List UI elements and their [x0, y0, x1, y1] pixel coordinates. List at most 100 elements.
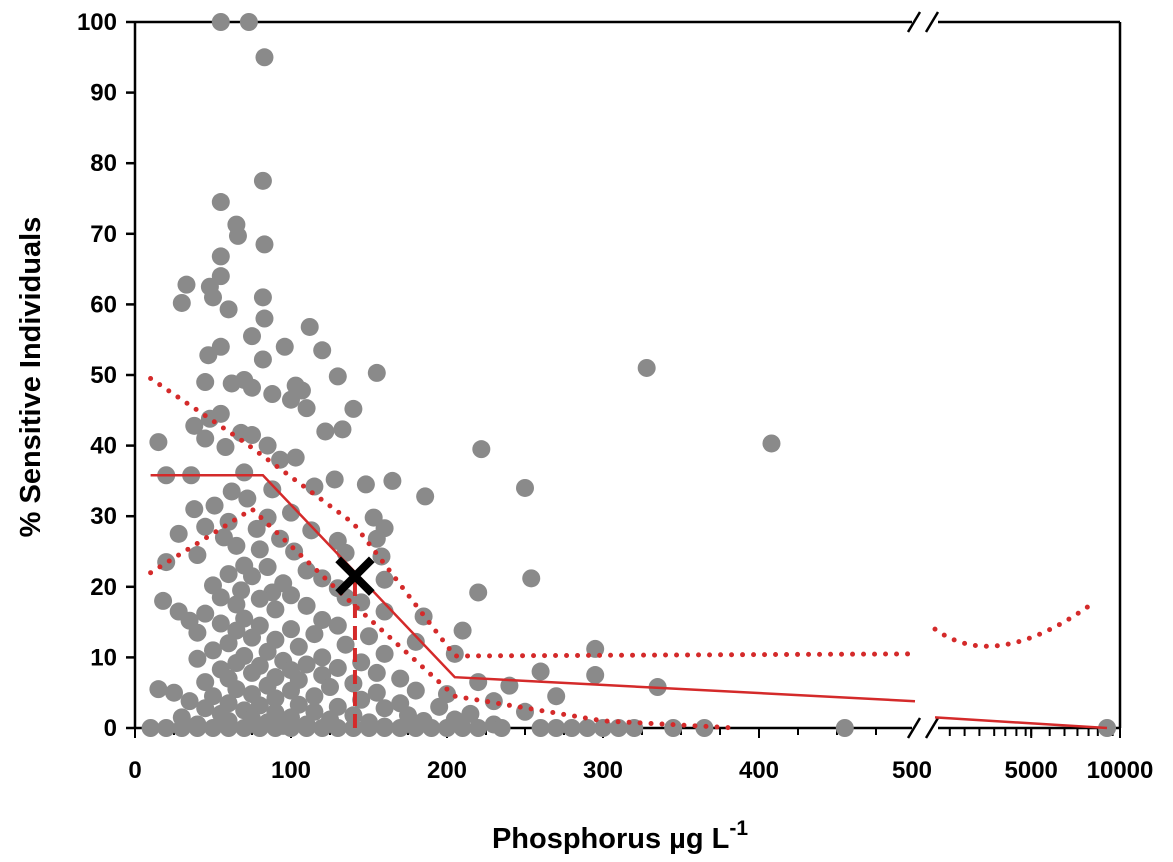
- data-point: [206, 497, 224, 515]
- data-point: [243, 379, 261, 397]
- data-point: [469, 719, 487, 737]
- data-point: [376, 645, 394, 663]
- data-point: [251, 540, 269, 558]
- data-point: [204, 288, 222, 306]
- x-tick-label: 0: [128, 757, 141, 784]
- data-point: [243, 567, 261, 585]
- data-point: [212, 615, 230, 633]
- data-point: [454, 622, 472, 640]
- data-point: [243, 426, 261, 444]
- data-point: [142, 719, 160, 737]
- data-point: [282, 719, 300, 737]
- data-point: [376, 719, 394, 737]
- axis-break-mark-bottom: [926, 718, 938, 738]
- data-point: [149, 433, 167, 451]
- y-tick-label: 60: [90, 291, 117, 318]
- data-point: [212, 193, 230, 211]
- data-point: [638, 359, 656, 377]
- data-point: [298, 719, 316, 737]
- data-point: [532, 719, 550, 737]
- data-point: [243, 327, 261, 345]
- data-point: [255, 310, 273, 328]
- x-tick-label: 200: [427, 757, 467, 784]
- y-tick-label: 100: [77, 9, 117, 36]
- y-tick-label: 70: [90, 221, 117, 248]
- data-point: [196, 430, 214, 448]
- data-point: [282, 391, 300, 409]
- data-point: [251, 590, 269, 608]
- data-point: [220, 634, 238, 652]
- data-point: [271, 451, 289, 469]
- y-tick-label: 50: [90, 362, 117, 389]
- data-point: [391, 719, 409, 737]
- data-point: [170, 525, 188, 543]
- data-point: [383, 472, 401, 490]
- data-point: [454, 719, 472, 737]
- data-point: [532, 663, 550, 681]
- data-point: [196, 518, 214, 536]
- data-point: [276, 338, 294, 356]
- data-point: [266, 719, 284, 737]
- x-tick-label: 10000: [1087, 757, 1154, 784]
- data-point: [154, 592, 172, 610]
- data-point: [220, 565, 238, 583]
- data-point: [407, 682, 425, 700]
- data-point: [407, 719, 425, 737]
- data-point: [472, 440, 490, 458]
- data-point: [326, 470, 344, 488]
- confidence-upper-line-right-segment: [935, 602, 1094, 646]
- data-point: [254, 288, 272, 306]
- data-point: [368, 684, 386, 702]
- y-tick-label: 30: [90, 503, 117, 530]
- data-point: [248, 520, 266, 538]
- data-point: [263, 480, 281, 498]
- data-point: [298, 655, 316, 673]
- data-point: [422, 719, 440, 737]
- data-point: [438, 719, 456, 737]
- data-point: [254, 350, 272, 368]
- data-point: [368, 664, 386, 682]
- data-point: [196, 373, 214, 391]
- data-point: [836, 719, 854, 737]
- data-point: [220, 300, 238, 318]
- data-point: [243, 629, 261, 647]
- data-point: [301, 318, 319, 336]
- y-tick-label: 80: [90, 150, 117, 177]
- data-point: [238, 490, 256, 508]
- x-tick-label: 400: [739, 757, 779, 784]
- data-point: [578, 719, 596, 737]
- data-point: [357, 475, 375, 493]
- x-axis-title-base: Phosphorus µg L: [492, 823, 729, 855]
- data-point: [493, 719, 511, 737]
- data-point: [547, 687, 565, 705]
- data-point: [329, 617, 347, 635]
- data-point: [664, 719, 682, 737]
- data-point: [298, 399, 316, 417]
- y-tick-label: 40: [90, 433, 117, 460]
- data-point: [329, 659, 347, 677]
- data-point: [188, 546, 206, 564]
- data-point: [316, 422, 334, 440]
- x-tick-label: 100: [271, 757, 311, 784]
- data-point: [254, 172, 272, 190]
- y-tick-label: 90: [90, 80, 117, 107]
- data-point: [360, 719, 378, 737]
- y-tick-label: 20: [90, 574, 117, 601]
- data-point: [216, 438, 234, 456]
- data-point: [368, 364, 386, 382]
- data-point: [586, 666, 604, 684]
- data-point: [290, 638, 308, 656]
- data-point: [302, 521, 320, 539]
- data-point: [329, 367, 347, 385]
- data-point: [547, 719, 565, 737]
- x-tick-label: 5000: [1005, 757, 1058, 784]
- data-point: [188, 650, 206, 668]
- data-point: [344, 400, 362, 418]
- fit-line-line-right-segment: [935, 717, 1107, 728]
- data-point: [201, 410, 219, 428]
- data-point: [243, 664, 261, 682]
- data-point: [165, 684, 183, 702]
- data-point: [188, 624, 206, 642]
- data-point: [516, 479, 534, 497]
